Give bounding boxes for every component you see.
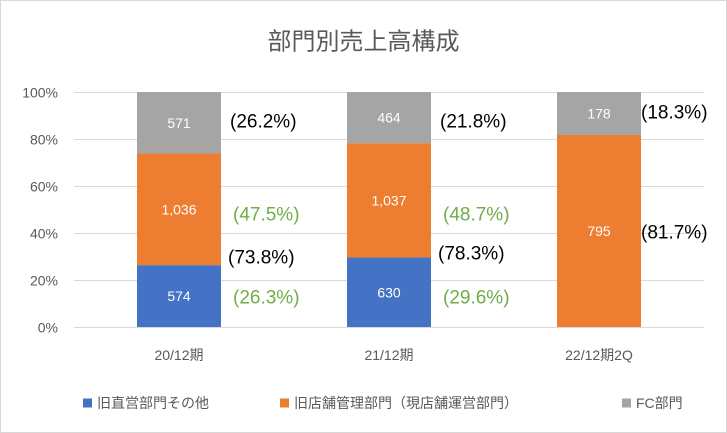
y-axis: 0% 20% 40% 60% 80% 100% <box>22 85 58 336</box>
percent-annotation: (47.5%) <box>233 205 300 226</box>
percent-annotation: (81.7%) <box>641 223 708 244</box>
data-label: 178 <box>587 105 611 121</box>
percent-annotation: (18.3%) <box>641 103 708 124</box>
percent-annotation: (73.8%) <box>228 248 295 269</box>
bar-segment-s1-c1 <box>137 265 221 327</box>
y-tick-label: 60% <box>30 179 58 195</box>
bar-segment-s2-c2 <box>347 143 431 258</box>
y-tick-label: 20% <box>30 273 58 289</box>
y-tick-label: 0% <box>38 320 58 336</box>
percent-annotation: (26.3%) <box>233 288 300 309</box>
legend-label: FC部門 <box>636 395 683 411</box>
x-tick-label: 21/12期 <box>364 347 413 363</box>
data-label: 630 <box>377 284 401 300</box>
legend: 旧直営部門その他 旧店舗管理部門（現店舗運営部門） FC部門 <box>83 395 683 411</box>
percent-annotation: (26.2%) <box>230 112 297 133</box>
bar-segment-s3-c3 <box>557 92 641 135</box>
y-tick-label: 80% <box>30 132 58 148</box>
bar-segment-s2-c3 <box>557 134 641 327</box>
data-label: 1,036 <box>161 201 196 217</box>
bar-segment-s1-c2 <box>347 257 431 327</box>
percent-annotation: (48.7%) <box>443 205 510 226</box>
legend-label: 旧店舗管理部門（現店舗運営部門） <box>294 395 518 411</box>
percent-annotation: (21.8%) <box>440 112 507 133</box>
percent-annotation: (78.3%) <box>438 244 505 265</box>
data-label: 1,037 <box>371 192 406 208</box>
legend-swatch <box>83 398 92 408</box>
bar-segment-s3-c2 <box>347 92 431 144</box>
percent-annotations: (26.2%) (47.5%) (73.8%) (26.3%) (21.8%) (48.7… <box>228 103 708 309</box>
legend-swatch <box>280 398 289 408</box>
data-label: 464 <box>377 110 401 126</box>
data-label: 795 <box>587 223 611 239</box>
bar-segment-s3-c1 <box>137 92 221 154</box>
data-labels: 574 1,036 571 630 1,037 464 795 178 <box>161 105 610 304</box>
y-tick-label: 40% <box>30 226 58 242</box>
bars <box>137 92 641 327</box>
x-tick-label: 20/12期 <box>154 347 203 363</box>
x-axis: 20/12期 21/12期 22/12期2Q <box>154 347 632 363</box>
chart-title: 部門別売上高構成 <box>268 29 460 56</box>
x-tick-label: 22/12期2Q <box>565 347 633 363</box>
y-tick-label: 100% <box>22 85 58 101</box>
bar-segment-s2-c1 <box>137 153 221 266</box>
percent-annotation: (29.6%) <box>443 288 510 309</box>
data-label: 574 <box>167 288 191 304</box>
legend-label: 旧直営部門その他 <box>97 395 209 411</box>
data-label: 571 <box>167 115 191 131</box>
legend-swatch <box>622 398 631 408</box>
